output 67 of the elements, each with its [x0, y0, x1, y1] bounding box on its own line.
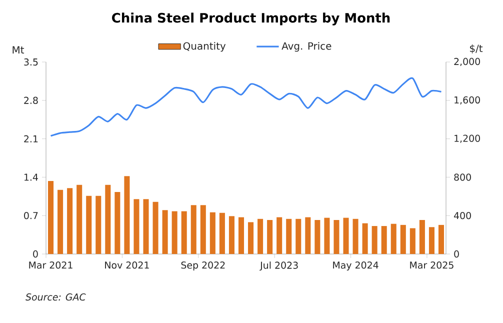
bar [352, 218, 358, 254]
bar [48, 181, 54, 254]
bar [267, 220, 273, 254]
y-tick-label: 2.8 [24, 96, 38, 104]
bar [124, 176, 130, 254]
bar [276, 217, 282, 254]
bar [76, 184, 82, 254]
y-tick-label: 0 [33, 250, 38, 258]
bar [343, 218, 349, 254]
line-series [50, 78, 442, 137]
y2-tick-label: 2,000 [454, 58, 480, 66]
x-tick-label: May 2024 [333, 262, 378, 271]
x-tick-label: Nov 2021 [105, 262, 149, 269]
y2-axis-title: $/t [470, 44, 483, 54]
bar [296, 218, 302, 254]
y-tick-label: 2.1 [24, 135, 38, 142]
bar [172, 211, 178, 254]
bar [134, 199, 140, 254]
bar [438, 224, 444, 254]
bar [96, 196, 102, 254]
bar [86, 196, 92, 254]
bar [58, 190, 64, 254]
bar [286, 218, 292, 254]
y2-tick-label: 800 [454, 174, 471, 181]
bar [258, 218, 264, 254]
bar [228, 216, 234, 254]
bar [305, 217, 311, 254]
bar [143, 199, 149, 254]
bar [419, 220, 425, 254]
y2-tick-label: 1,200 [454, 134, 480, 143]
bar [162, 210, 168, 254]
y-tick-label: 0.7 [24, 212, 38, 220]
legend-label: Avg. Price [282, 42, 332, 52]
bar [105, 184, 111, 254]
y2-tick-label: 400 [454, 212, 471, 220]
bar [334, 220, 340, 254]
bar [324, 218, 330, 254]
source-note: Source: GAC [26, 293, 86, 301]
bar [190, 205, 196, 254]
y2-tick-label: 0 [454, 250, 459, 258]
x-tick-label: Jul 2023 [260, 262, 298, 271]
x-tick-label: Mar 2025 [410, 262, 454, 269]
bar [372, 226, 378, 254]
bar [181, 211, 187, 254]
y-tick-label: 1.4 [24, 174, 38, 181]
bar [381, 226, 387, 254]
bar [248, 222, 254, 254]
bar [410, 228, 416, 254]
bar [210, 212, 216, 254]
x-tick-label: Mar 2021 [29, 262, 72, 269]
bar [428, 227, 434, 254]
bar [238, 217, 244, 254]
bar [219, 212, 225, 254]
bar [152, 202, 158, 254]
chart-title: China Steel Product Imports by Month [112, 12, 390, 26]
y-tick-label: 3.5 [24, 58, 38, 66]
bar [390, 224, 396, 254]
bar [200, 205, 206, 254]
bar [362, 223, 368, 254]
bar [114, 192, 120, 254]
x-tick-label: Sep 2022 [181, 262, 225, 271]
legend-label: Quantity [183, 42, 226, 52]
bar [314, 220, 320, 254]
y-axis-title: Mt [12, 46, 24, 54]
bar [67, 188, 73, 254]
y2-tick-label: 1,600 [454, 96, 480, 104]
bar [400, 224, 406, 254]
